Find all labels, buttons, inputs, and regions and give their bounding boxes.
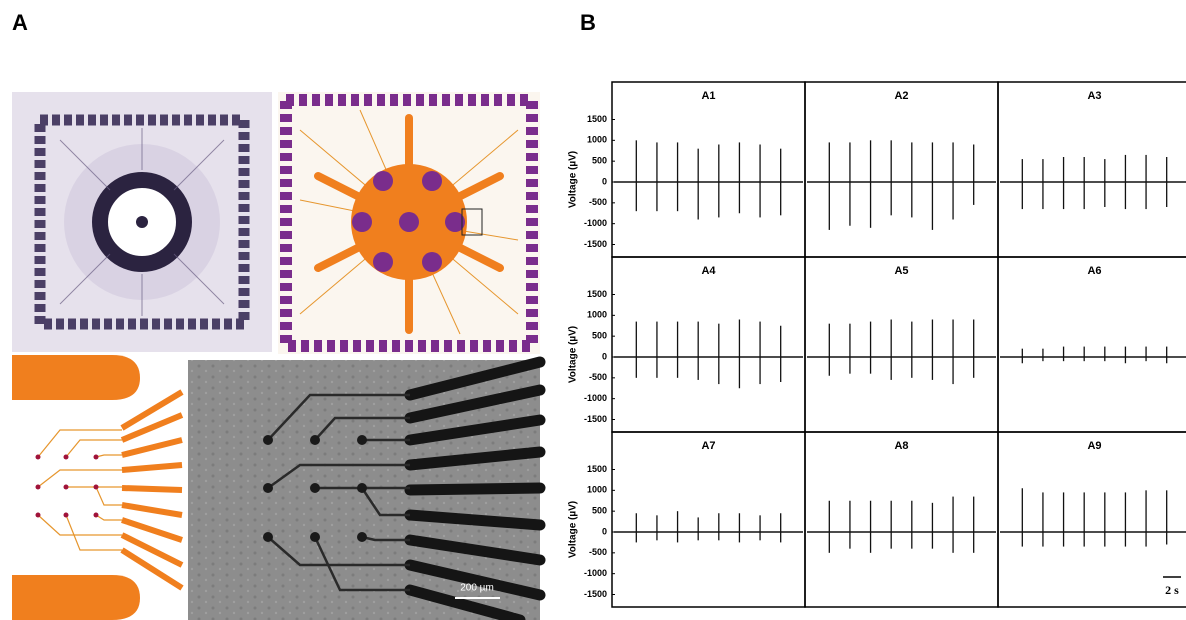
panel-title: A2 — [894, 90, 908, 102]
panel-frame — [805, 82, 998, 257]
y-tick-label: 1500 — [587, 289, 607, 299]
y-tick-label: -1000 — [584, 568, 607, 578]
panel-title: A1 — [701, 90, 715, 102]
y-tick-label: 0 — [602, 526, 607, 536]
y-tick-label: 0 — [602, 176, 607, 186]
panel-frame — [998, 82, 1186, 257]
y-tick-label: -1000 — [584, 393, 607, 403]
y-tick-label: -1000 — [584, 218, 607, 228]
y-tick-label: 500 — [592, 156, 607, 166]
panel-title: A8 — [894, 440, 908, 452]
y-axis-label: Voltage (µV) — [568, 326, 579, 383]
figure: A B — [0, 0, 1186, 620]
panel-frame — [998, 432, 1186, 607]
y-tick-label: 1500 — [587, 464, 607, 474]
scale-bar-label: 200 µm — [460, 583, 494, 594]
micrograph: 200 µm — [188, 360, 540, 620]
y-tick-label: -1500 — [584, 239, 607, 249]
y-tick-label: 1000 — [587, 135, 607, 145]
y-tick-label: -500 — [589, 197, 607, 207]
y-tick-label: -500 — [589, 372, 607, 382]
panel-title: A5 — [894, 265, 908, 277]
y-tick-label: -500 — [589, 547, 607, 557]
y-tick-label: 0 — [602, 351, 607, 361]
panel-frame — [805, 432, 998, 607]
y-tick-label: 1000 — [587, 485, 607, 495]
panel-frame — [612, 82, 805, 257]
y-tick-label: 500 — [592, 331, 607, 341]
panel-title: A7 — [701, 440, 715, 452]
electrode-schematic — [12, 355, 182, 620]
panel-title: A3 — [1087, 90, 1101, 102]
y-tick-label: 1000 — [587, 310, 607, 320]
panel-title: A9 — [1087, 440, 1101, 452]
y-tick-label: -1500 — [584, 589, 607, 599]
y-tick-label: 500 — [592, 506, 607, 516]
spike-grid: A1 -1500 -1000 -500 0 500 1000 1500 Voltage (µV)… — [568, 82, 1186, 607]
panel-frame — [805, 257, 998, 432]
y-tick-label: -1500 — [584, 414, 607, 424]
panel-label: A — [12, 10, 28, 35]
electrode-layout — [278, 92, 540, 354]
y-tick-label: 1500 — [587, 114, 607, 124]
panel-label: B — [580, 10, 596, 35]
y-axis-label: Voltage (µV) — [568, 501, 579, 558]
panel-title: A4 — [701, 265, 716, 277]
panel-frame — [998, 257, 1186, 432]
y-axis-label: Voltage (µV) — [568, 151, 579, 208]
device-photo — [12, 92, 272, 352]
panel-frame — [612, 432, 805, 607]
time-scale-label: 2 s — [1165, 583, 1179, 597]
panel-title: A6 — [1087, 265, 1101, 277]
panel-frame — [612, 257, 805, 432]
